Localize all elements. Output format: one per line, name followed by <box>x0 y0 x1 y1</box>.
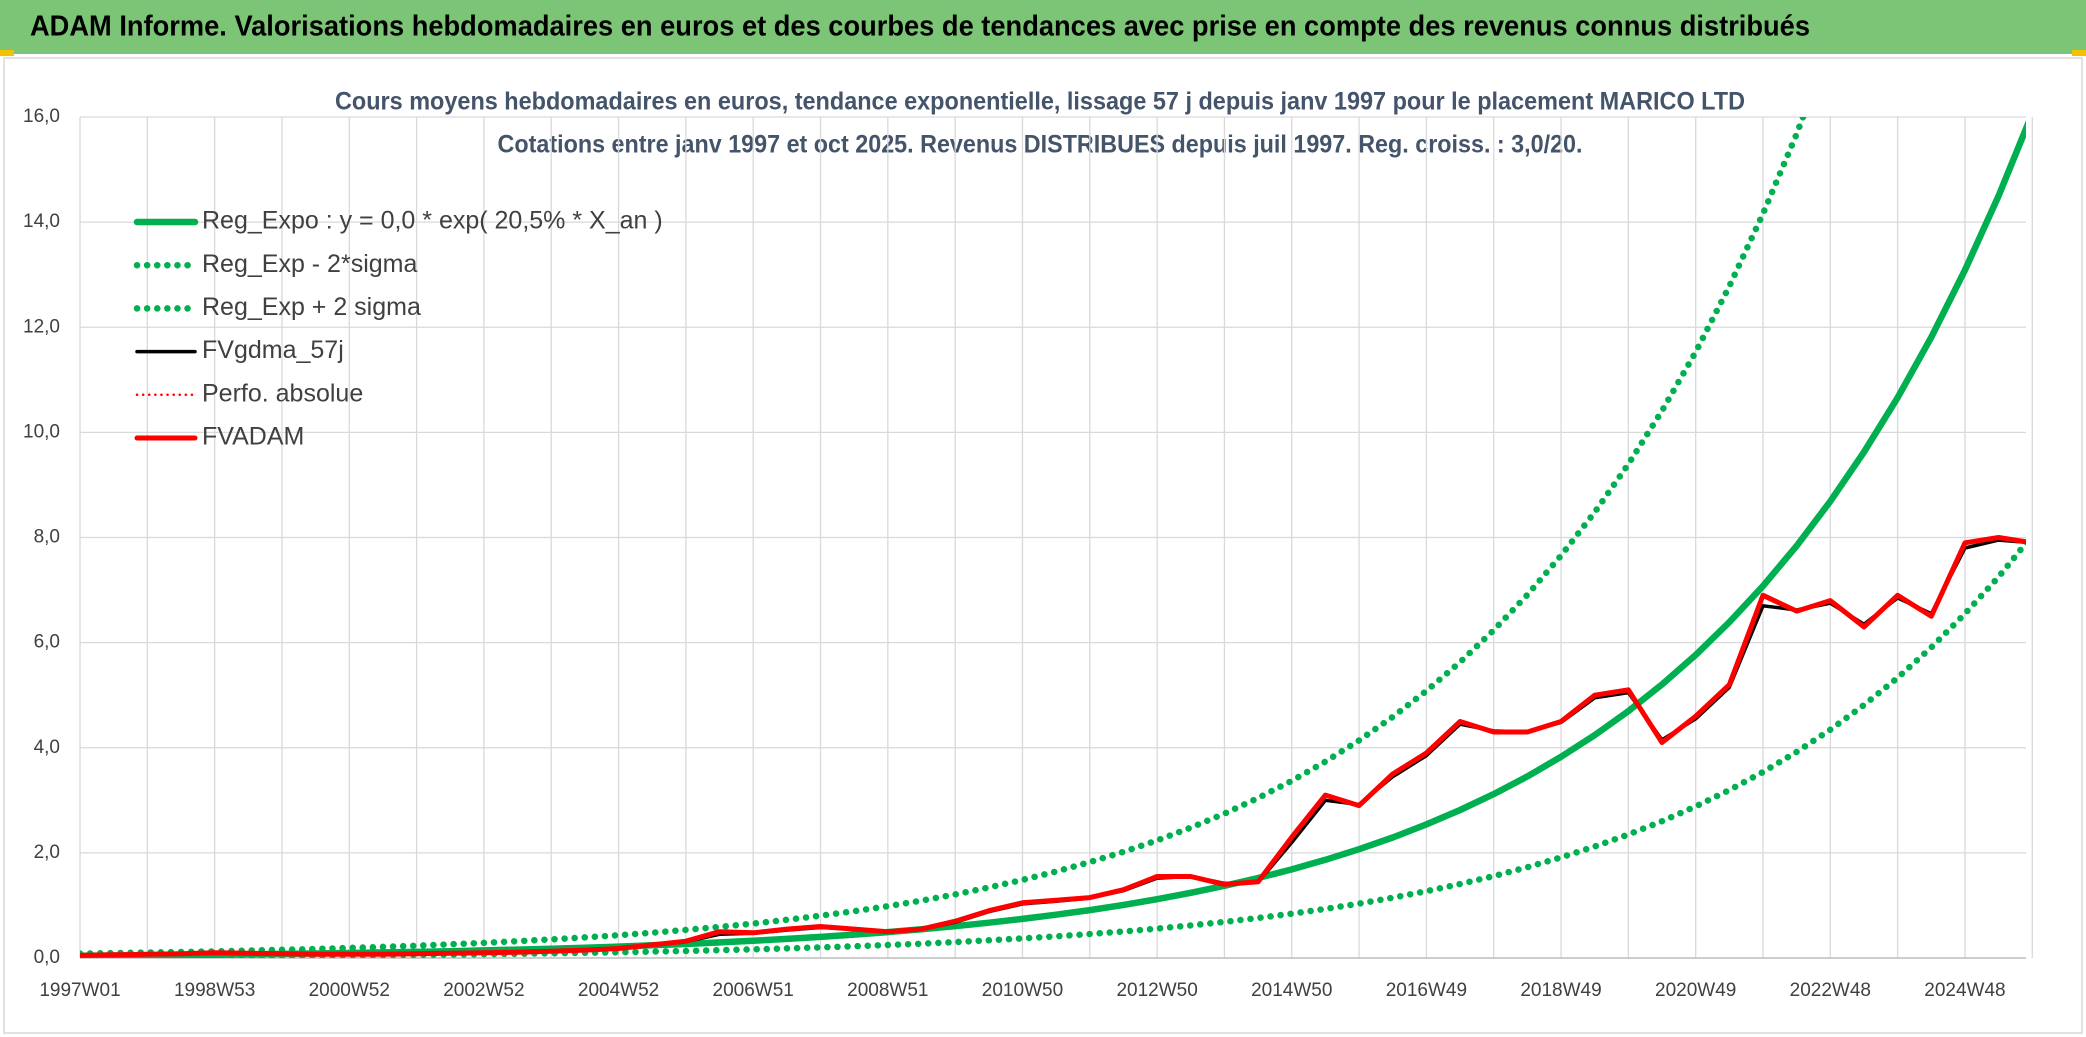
page-title: ADAM Informe. Valorisations hebdomadaire… <box>30 11 1810 43</box>
x-tick-label: 1997W01 <box>39 980 120 1001</box>
y-tick-label: 0,0 <box>34 947 60 968</box>
legend-label: Reg_Exp - 2*sigma <box>202 250 417 278</box>
x-tick-label: 2018W49 <box>1520 980 1601 1001</box>
chart-subtitle: Cotations entre janv 1997 et oct 2025. R… <box>498 131 1583 159</box>
legend-label: FVADAM <box>202 423 304 451</box>
plot <box>80 117 2026 958</box>
grid <box>79 116 2033 959</box>
legend-label: FVgdma_57j <box>202 336 344 364</box>
x-tick-label: 2012W50 <box>1116 980 1197 1001</box>
y-tick-label: 4,0 <box>34 737 60 758</box>
x-tick-label: 2000W52 <box>309 980 390 1001</box>
series-line <box>80 535 2026 958</box>
corner <box>2072 50 2086 56</box>
legend-label: Reg_Exp + 2 sigma <box>202 293 421 321</box>
x-tick-label: 1998W53 <box>174 980 255 1001</box>
x-tick-label: 2022W48 <box>1790 980 1871 1001</box>
y-tick-label: 2,0 <box>34 842 60 863</box>
labels: 0,0 2,0 4,0 6,0 8,0 10,0 12,0 14,0 16,0 1997W01 19… <box>23 106 2006 1001</box>
title-bar <box>0 0 2086 54</box>
x-tick-label: 2016W49 <box>1386 980 1467 1001</box>
chart-area <box>3 57 2083 1034</box>
chart-title: Cours moyens hebdomadaires en euros, ten… <box>335 88 1745 116</box>
series-line <box>80 117 1807 957</box>
x-tick-label: 2020W49 <box>1655 980 1736 1001</box>
x-tick-label: 2008W51 <box>847 980 928 1001</box>
x-tick-label: 2004W52 <box>578 980 659 1001</box>
y-tick-label: 14,0 <box>23 211 60 232</box>
legend-label: Reg_Expo : y = 0,0 * exp( 20,5% * X_an ) <box>202 207 663 235</box>
y-tick-label: 8,0 <box>34 527 60 548</box>
x-tick-label: 2024W48 <box>1924 980 2005 1001</box>
x-tick-label: 2006W51 <box>713 980 794 1001</box>
x-tick-label: 2014W50 <box>1251 980 1332 1001</box>
y-tick-label: 16,0 <box>23 106 60 127</box>
x-tick-label: 2002W52 <box>443 980 524 1001</box>
y-tick-label: 6,0 <box>34 632 60 653</box>
y-tick-label: 10,0 <box>23 421 60 442</box>
y-tick-label: 12,0 <box>23 316 60 337</box>
corner <box>0 50 14 56</box>
legend-label: Perfo. absolue <box>202 379 363 407</box>
x-tick-label: 2010W50 <box>982 980 1063 1001</box>
